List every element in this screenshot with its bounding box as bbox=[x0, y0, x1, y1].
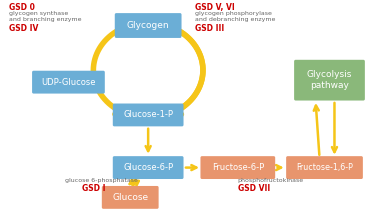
Text: Glycolysis
pathway: Glycolysis pathway bbox=[307, 71, 352, 90]
FancyBboxPatch shape bbox=[201, 156, 275, 179]
Text: GSD V, VI: GSD V, VI bbox=[195, 3, 235, 12]
Text: Glucose-6-P: Glucose-6-P bbox=[123, 163, 173, 172]
Text: glycogen phosphorylase: glycogen phosphorylase bbox=[195, 11, 272, 16]
Text: Fructose-1,6-P: Fructose-1,6-P bbox=[296, 163, 353, 172]
Text: UDP-Glucose: UDP-Glucose bbox=[41, 78, 96, 87]
FancyBboxPatch shape bbox=[294, 60, 365, 101]
Text: GSD I: GSD I bbox=[82, 184, 106, 193]
Text: GSD III: GSD III bbox=[195, 24, 224, 33]
Text: glycogen synthase: glycogen synthase bbox=[9, 11, 68, 16]
FancyBboxPatch shape bbox=[115, 13, 182, 38]
Text: GSD 0: GSD 0 bbox=[9, 3, 35, 12]
FancyBboxPatch shape bbox=[286, 156, 363, 179]
Text: and branching enzyme: and branching enzyme bbox=[9, 17, 81, 22]
Text: phosphofructokinase: phosphofructokinase bbox=[238, 177, 304, 182]
FancyBboxPatch shape bbox=[113, 104, 184, 126]
Text: and debranching enzyme: and debranching enzyme bbox=[195, 17, 276, 22]
Text: Fructose-6-P: Fructose-6-P bbox=[212, 163, 264, 172]
Text: Glycogen: Glycogen bbox=[127, 21, 169, 30]
Text: GSD VII: GSD VII bbox=[238, 184, 270, 193]
Text: Glucose: Glucose bbox=[112, 193, 148, 202]
FancyBboxPatch shape bbox=[113, 156, 184, 179]
Text: Glucose-1-P: Glucose-1-P bbox=[123, 110, 173, 119]
Text: GSD IV: GSD IV bbox=[9, 24, 38, 33]
FancyBboxPatch shape bbox=[102, 186, 158, 209]
FancyBboxPatch shape bbox=[32, 71, 105, 94]
Text: glucose 6-phosphatase: glucose 6-phosphatase bbox=[65, 177, 138, 182]
